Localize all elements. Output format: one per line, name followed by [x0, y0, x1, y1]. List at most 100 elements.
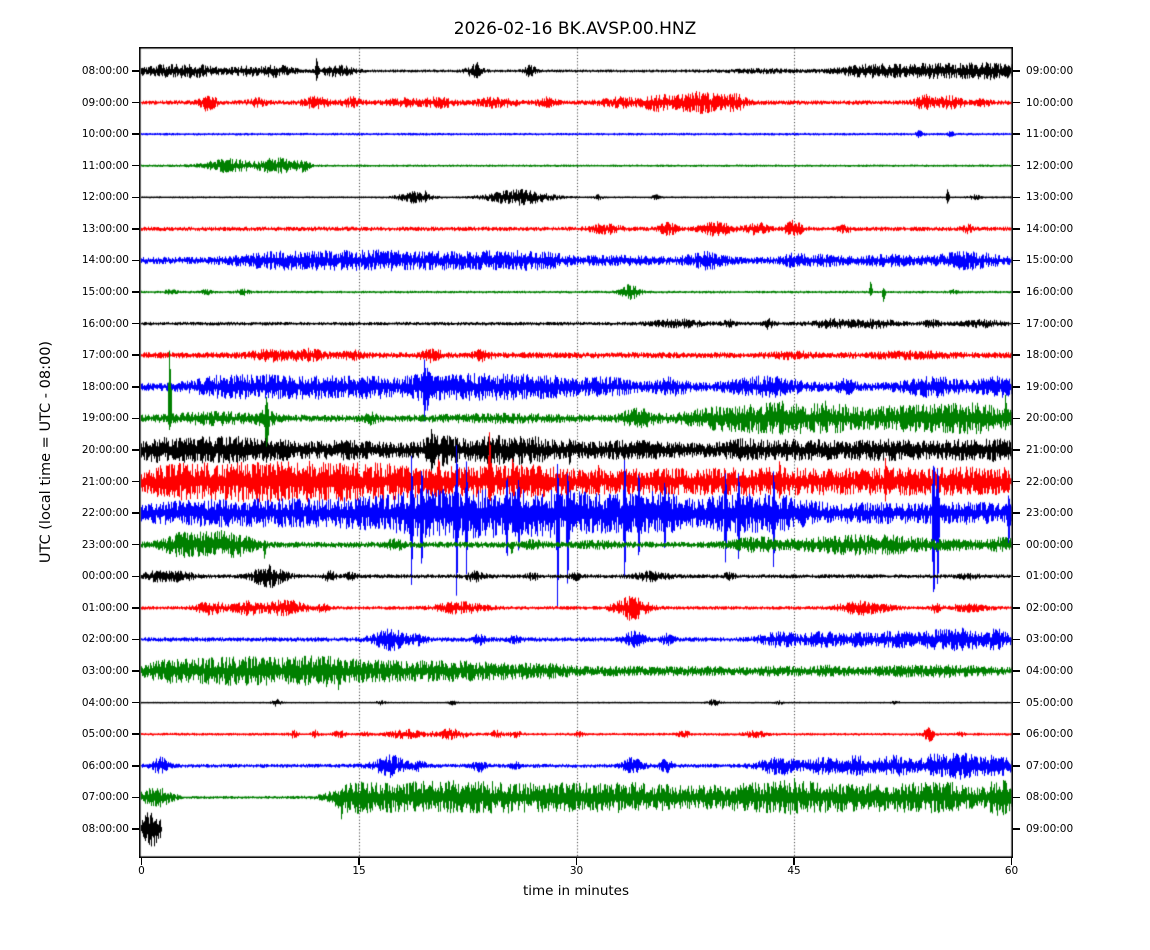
y-axis-tick-right — [1013, 828, 1020, 830]
y-axis-tick-right — [1013, 101, 1020, 104]
x-axis-tick — [793, 858, 795, 865]
local-tick-label: 05:00:00 — [1026, 696, 1074, 709]
utc-tick-label: 08:00:00 — [81, 822, 129, 835]
local-tick-label: 11:00:00 — [1026, 128, 1074, 141]
x-axis-tick — [358, 858, 360, 865]
local-tick-label: 12:00:00 — [1026, 159, 1074, 172]
local-tick-label: 22:00:00 — [1026, 475, 1074, 488]
utc-tick-label: 06:00:00 — [81, 759, 129, 772]
y-axis-label: UTC (local time = UTC - 08:00) — [38, 340, 54, 564]
seismogram-canvas — [139, 47, 1013, 858]
y-axis-tick-right — [1013, 386, 1020, 388]
local-tick-label: 13:00:00 — [1026, 191, 1074, 204]
x-axis-tick — [575, 858, 578, 865]
x-tick-label: 45 — [787, 865, 801, 877]
x-tick-label: 60 — [1004, 865, 1019, 877]
y-axis-tick-left — [132, 480, 139, 483]
local-tick-label: 10:00:00 — [1026, 96, 1074, 109]
x-axis-label: time in minutes — [522, 883, 630, 899]
local-tick-label: 09:00:00 — [1026, 65, 1074, 77]
utc-tick-label: 21:00:00 — [81, 475, 129, 488]
y-axis-tick-left — [132, 733, 139, 735]
utc-tick-label: 11:00:00 — [81, 159, 129, 172]
local-tick-label: 15:00:00 — [1026, 254, 1074, 267]
x-axis-tick — [1010, 858, 1013, 865]
utc-tick-label: 14:00:00 — [81, 254, 129, 267]
y-axis-tick-left — [132, 101, 139, 104]
y-axis-tick-right — [1013, 70, 1020, 72]
x-tick-label: 15 — [352, 865, 366, 877]
x-tick-label: 30 — [569, 865, 584, 877]
y-axis-tick-right — [1013, 228, 1020, 230]
y-axis-tick-right — [1013, 512, 1020, 514]
y-axis-tick-right — [1013, 354, 1020, 356]
local-tick-label: 18:00:00 — [1026, 349, 1074, 362]
local-tick-label: 09:00:00 — [1026, 822, 1074, 835]
y-axis-tick-left — [132, 354, 139, 356]
y-axis-tick-right — [1013, 164, 1020, 167]
y-axis-tick-right — [1013, 291, 1020, 293]
utc-tick-label: 17:00:00 — [81, 349, 129, 362]
y-axis-tick-left — [132, 828, 139, 830]
utc-tick-label: 23:00:00 — [81, 538, 129, 551]
y-axis-tick-left — [132, 512, 139, 514]
utc-tick-label: 12:00:00 — [81, 191, 129, 204]
y-axis-tick-right — [1013, 638, 1020, 641]
utc-tick-label: 08:00:00 — [81, 65, 129, 77]
y-axis-tick-right — [1013, 701, 1020, 704]
y-axis-tick-right — [1013, 259, 1020, 262]
y-axis-tick-left — [132, 449, 139, 451]
y-axis-tick-right — [1013, 670, 1020, 672]
utc-tick-label: 00:00:00 — [81, 570, 129, 583]
utc-tick-label: 22:00:00 — [81, 507, 129, 520]
utc-tick-label: 03:00:00 — [81, 665, 129, 678]
utc-tick-label: 01:00:00 — [81, 601, 129, 614]
chart-title: 2026-02-16 BK.AVSP.00.HNZ — [453, 19, 697, 39]
utc-tick-label: 15:00:00 — [81, 286, 129, 299]
local-tick-label: 20:00:00 — [1026, 412, 1074, 425]
y-axis-tick-left — [132, 701, 139, 704]
y-axis-tick-left — [132, 322, 139, 325]
utc-tick-label: 18:00:00 — [81, 380, 129, 393]
y-axis-tick-right — [1013, 733, 1020, 735]
local-tick-label: 08:00:00 — [1026, 791, 1074, 804]
y-axis-tick-right — [1013, 796, 1020, 799]
y-axis-tick-right — [1013, 322, 1020, 325]
y-axis-tick-right — [1013, 607, 1020, 609]
local-tick-label: 03:00:00 — [1026, 633, 1074, 646]
local-tick-label: 23:00:00 — [1026, 507, 1074, 520]
local-tick-label: 02:00:00 — [1026, 601, 1074, 614]
utc-tick-label: 05:00:00 — [81, 728, 129, 741]
local-tick-label: 14:00:00 — [1026, 222, 1074, 235]
y-axis-tick-right — [1013, 765, 1020, 767]
utc-tick-label: 10:00:00 — [81, 128, 129, 141]
local-tick-label: 07:00:00 — [1026, 759, 1074, 772]
y-axis-tick-left — [132, 638, 139, 641]
y-axis-tick-left — [132, 133, 139, 135]
y-axis-tick-left — [132, 670, 139, 672]
local-tick-label: 00:00:00 — [1026, 538, 1074, 551]
y-axis-tick-right — [1013, 417, 1020, 420]
x-tick-label: 0 — [138, 865, 145, 877]
utc-tick-label: 13:00:00 — [81, 222, 129, 235]
y-axis-tick-left — [132, 386, 139, 388]
utc-tick-label: 19:00:00 — [81, 412, 129, 425]
y-axis-tick-left — [132, 543, 139, 546]
y-axis-tick-left — [132, 575, 139, 578]
y-axis-tick-left — [132, 796, 139, 799]
y-axis-tick-right — [1013, 133, 1020, 135]
local-tick-label: 04:00:00 — [1026, 665, 1074, 678]
local-tick-label: 06:00:00 — [1026, 728, 1074, 741]
y-axis-tick-left — [132, 259, 139, 262]
utc-tick-label: 02:00:00 — [81, 633, 129, 646]
local-tick-label: 19:00:00 — [1026, 380, 1074, 393]
local-tick-label: 16:00:00 — [1026, 286, 1074, 299]
utc-tick-label: 20:00:00 — [81, 443, 129, 456]
y-axis-tick-right — [1013, 449, 1020, 451]
y-axis-tick-left — [132, 70, 139, 72]
utc-tick-label: 16:00:00 — [81, 317, 129, 330]
y-axis-tick-left — [132, 196, 139, 199]
utc-tick-label: 09:00:00 — [81, 96, 129, 109]
local-tick-label: 01:00:00 — [1026, 570, 1074, 583]
